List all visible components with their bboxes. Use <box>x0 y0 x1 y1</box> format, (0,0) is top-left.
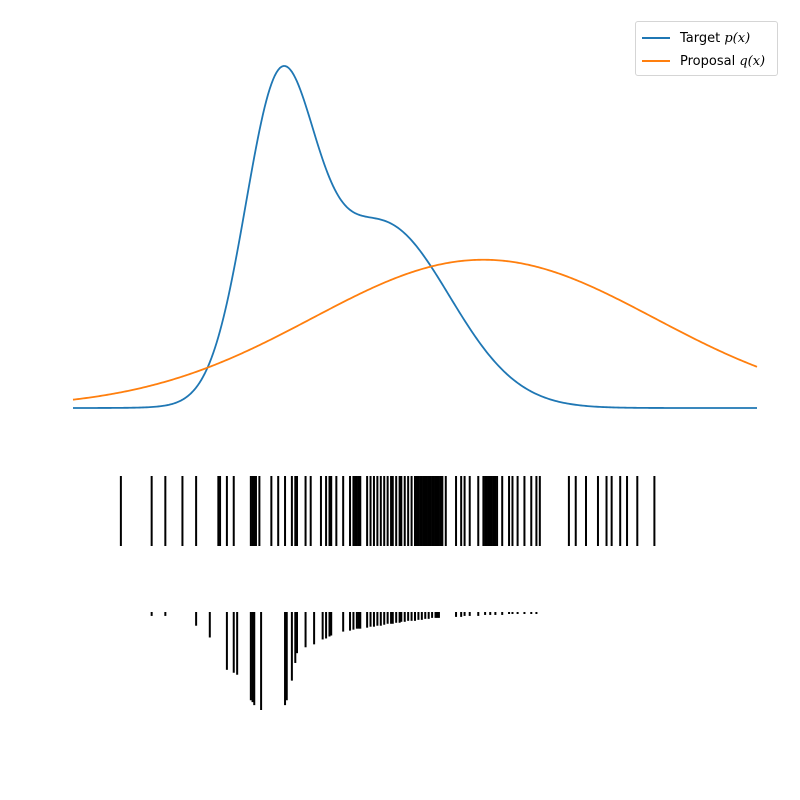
legend-label-proposal: Proposal q(x) <box>680 54 765 69</box>
legend-swatch-proposal <box>642 60 670 62</box>
legend-label-proposal-math: q(x) <box>739 53 766 69</box>
density-plot-panel <box>72 65 758 409</box>
legend-label-target: Target p(x) <box>680 31 750 46</box>
weights-rug-panel <box>150 612 538 710</box>
legend: Target p(x) Proposal q(x) <box>635 21 778 76</box>
legend-label-target-prefix: Target <box>680 30 725 46</box>
legend-label-target-math: p(x) <box>724 30 751 46</box>
legend-entry-target: Target p(x) <box>642 28 750 48</box>
legend-swatch-target <box>642 37 670 39</box>
legend-label-proposal-prefix: Proposal <box>680 53 740 69</box>
target-density-line <box>73 65 757 409</box>
proposal-density-line <box>72 258 758 401</box>
samples-rug-panel <box>119 476 656 546</box>
legend-entry-proposal: Proposal q(x) <box>642 51 765 71</box>
